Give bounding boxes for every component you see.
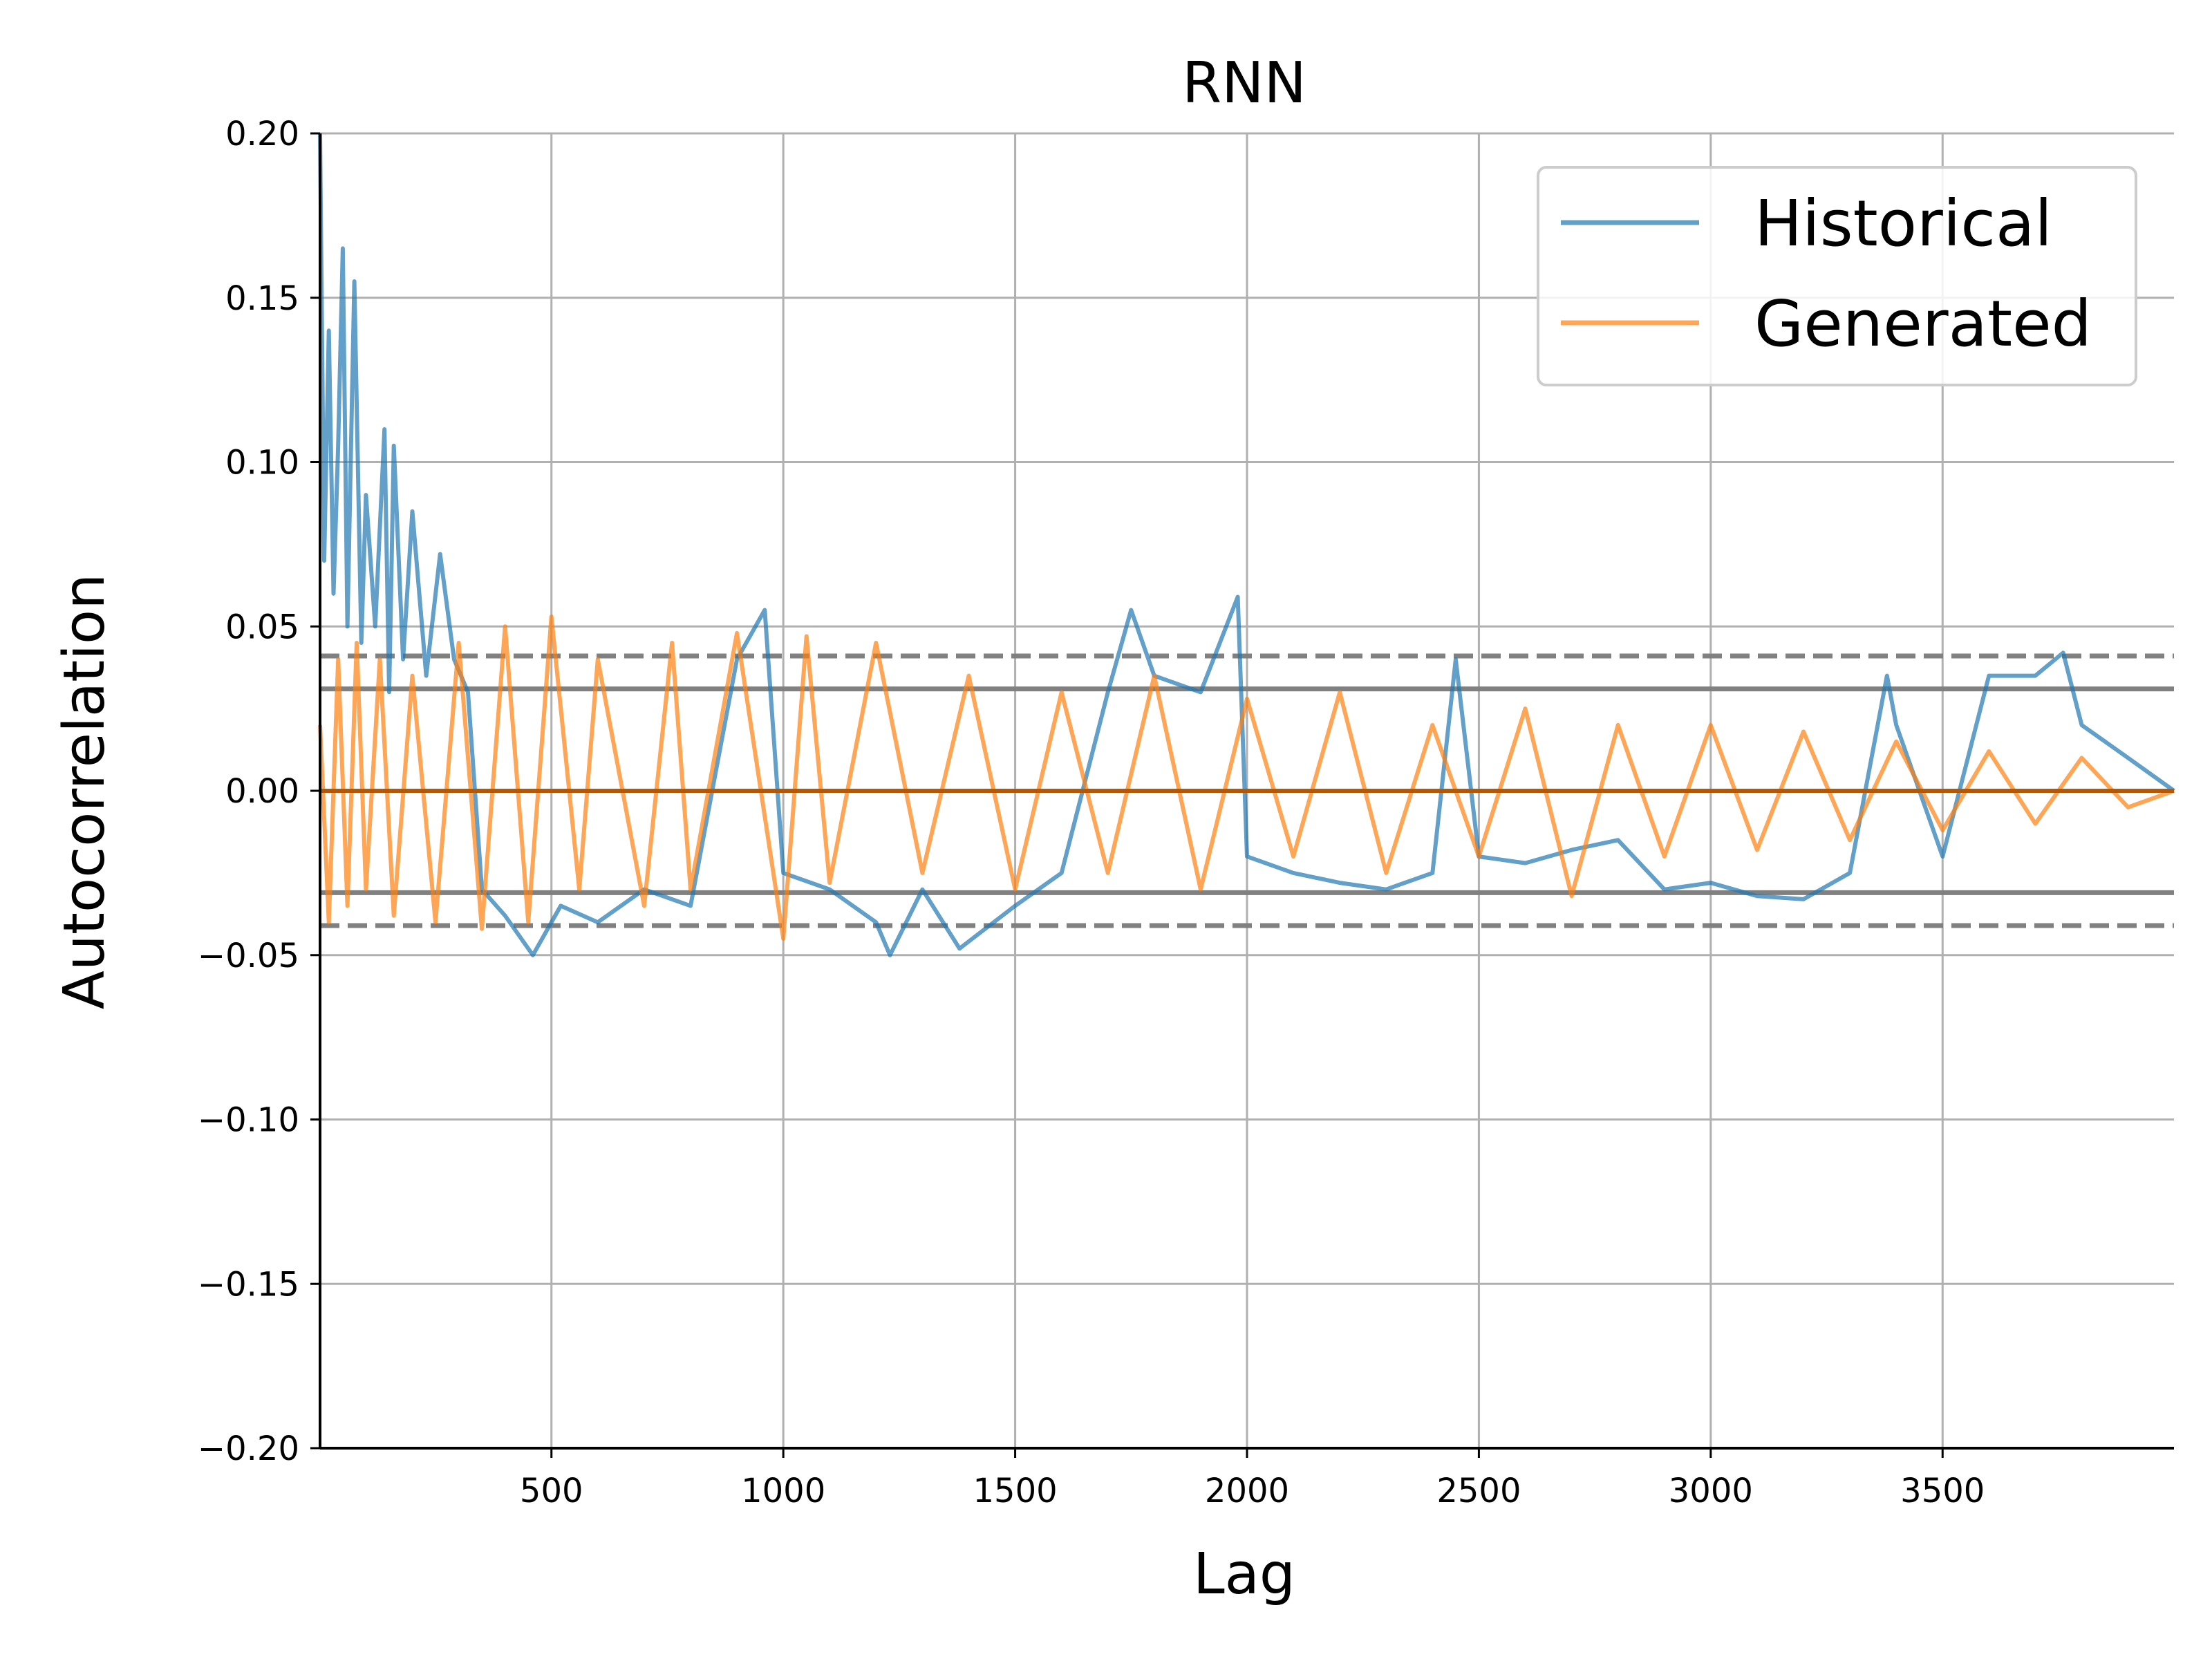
- y-tick-label: −0.05: [198, 937, 299, 975]
- y-tick-label: −0.15: [198, 1265, 299, 1304]
- y-tick-label: 0.10: [225, 444, 299, 482]
- x-tick-label: 1000: [741, 1472, 825, 1510]
- axes: [310, 132, 2174, 1458]
- y-tick-label: 0.00: [225, 772, 299, 811]
- y-tick-labels: −0.20 −0.15 −0.10 −0.05 0.00 0.05 0.10 0.15 0.20: [198, 115, 299, 1468]
- y-tick-label: 0.15: [225, 279, 299, 318]
- confidence-bands: [320, 653, 2174, 928]
- chart-title: RNN: [1182, 50, 1306, 116]
- y-tick-label: −0.10: [198, 1101, 299, 1140]
- y-axis-title: Autocorrelation: [52, 574, 118, 1009]
- series-lines: [318, 133, 2175, 957]
- legend: Historical Generated: [1537, 166, 2137, 386]
- series-line-historical: [318, 133, 2175, 957]
- legend-label-historical: Historical: [1754, 187, 2052, 261]
- x-tick-label: 3000: [1669, 1472, 1753, 1510]
- y-tick-label: 0.05: [225, 608, 299, 646]
- legend-label-generated: Generated: [1754, 287, 2092, 361]
- y-tick-label: 0.20: [225, 115, 299, 153]
- x-axis-title: Lag: [1193, 1541, 1295, 1607]
- y-tick-label: −0.20: [198, 1430, 299, 1468]
- x-tick-label: 2000: [1205, 1472, 1289, 1510]
- x-tick-label: 500: [520, 1472, 583, 1510]
- x-tick-label: 1500: [973, 1472, 1058, 1510]
- series-line-generated: [318, 615, 2175, 941]
- x-tick-label: 2500: [1436, 1472, 1521, 1510]
- x-tick-labels: 500 1000 1500 2000 2500 3000 3500: [520, 1472, 1985, 1510]
- x-tick-label: 3500: [1900, 1472, 1985, 1510]
